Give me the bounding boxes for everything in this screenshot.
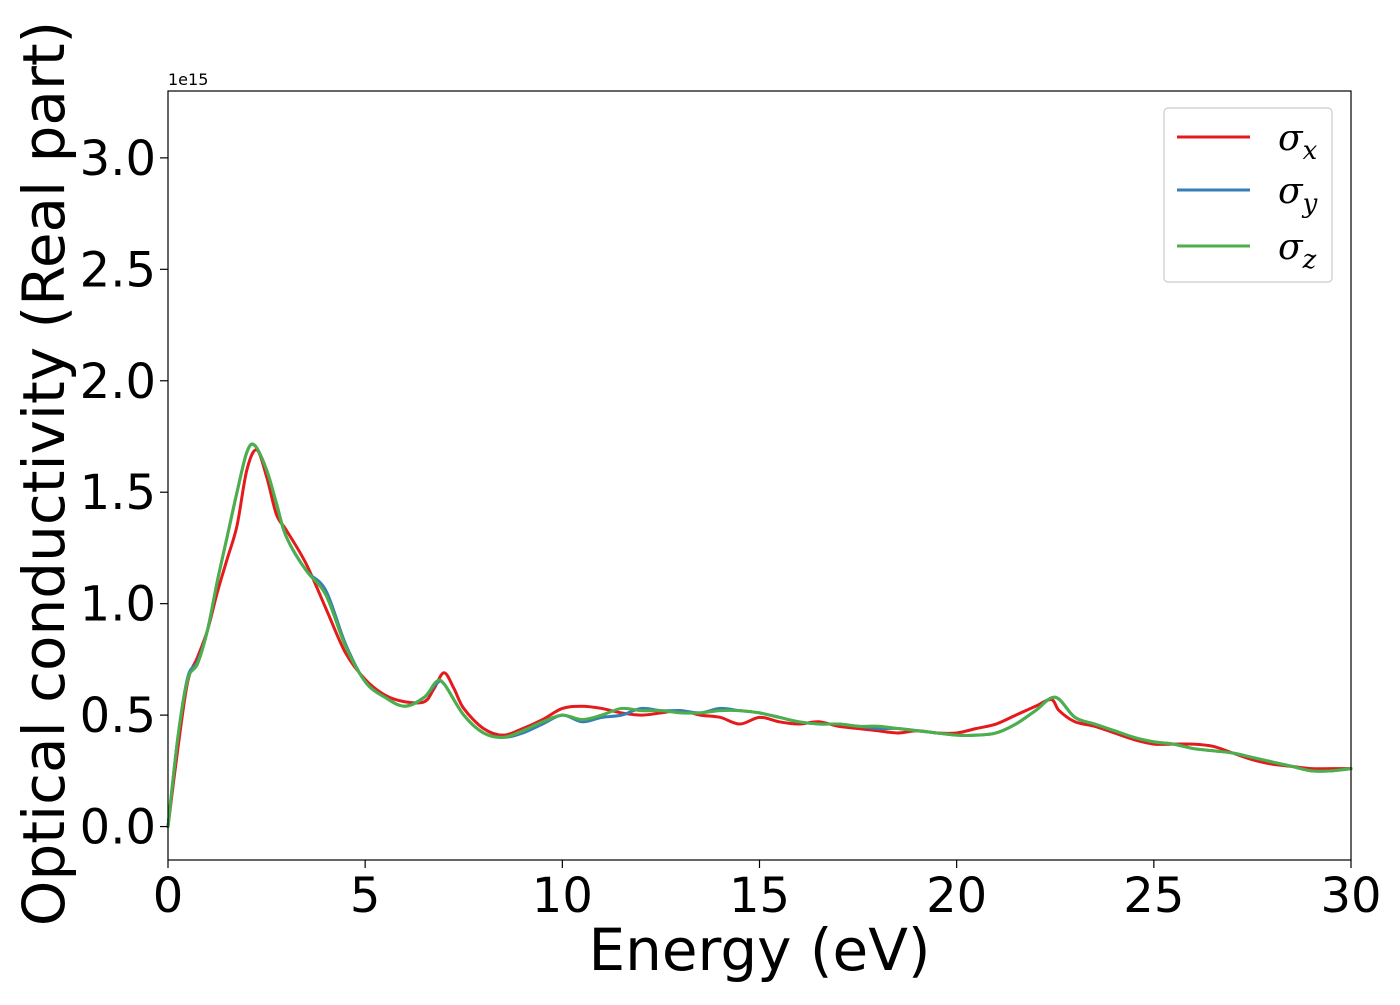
y-axis-offset-text: 1e15: [168, 70, 208, 89]
x-tick-label: 30: [1320, 868, 1381, 924]
series-line-z: [166, 442, 1353, 829]
legend-label-y: σy: [1278, 171, 1318, 219]
y-tick-label: 2.5: [80, 242, 156, 298]
y-axis-title: Optical conductivity (Real part): [10, 21, 78, 926]
legend-subscript: z: [1302, 245, 1317, 275]
y-tick-label: 0.5: [80, 688, 156, 744]
legend-label-z: σz: [1278, 227, 1317, 275]
y-axis: 0.0 0.5 1.0 1.5 2.0 2.5 3.0: [80, 131, 168, 856]
y-tick-label: 1.0: [80, 577, 156, 633]
legend-symbol: σ: [1278, 227, 1304, 268]
series-layer: [166, 442, 1353, 829]
legend-label-x: σx: [1278, 118, 1318, 166]
y-tick-label: 1.5: [80, 465, 156, 521]
x-tick-label: 25: [1123, 868, 1184, 924]
x-tick-label: 10: [532, 868, 593, 924]
series-line-y: [166, 442, 1353, 829]
x-tick-label: 15: [729, 868, 790, 924]
y-tick-label: 0.0: [80, 800, 156, 856]
legend-box: [1163, 107, 1333, 283]
x-tick-label: 5: [350, 868, 381, 924]
legend-subscript: y: [1302, 189, 1318, 219]
legend-symbol: σ: [1278, 171, 1304, 212]
x-tick-label: 0: [153, 868, 184, 924]
y-tick-label: 3.0: [80, 131, 156, 187]
legend-subscript: x: [1303, 136, 1318, 166]
x-tick-label: 20: [926, 868, 987, 924]
legend-symbol: σ: [1278, 118, 1304, 159]
series-line-x: [166, 448, 1353, 829]
x-axis: 0 5 10 15 20 25 30: [153, 860, 1382, 924]
x-axis-title: Energy (eV): [588, 916, 930, 984]
y-tick-label: 2.0: [80, 354, 156, 410]
